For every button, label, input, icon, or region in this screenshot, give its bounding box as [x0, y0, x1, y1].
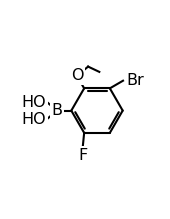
Text: B: B	[51, 103, 62, 118]
Text: F: F	[78, 148, 88, 163]
Text: O: O	[71, 68, 83, 83]
Text: HO: HO	[22, 95, 46, 110]
Text: HO: HO	[22, 112, 46, 127]
Text: Br: Br	[126, 73, 144, 88]
